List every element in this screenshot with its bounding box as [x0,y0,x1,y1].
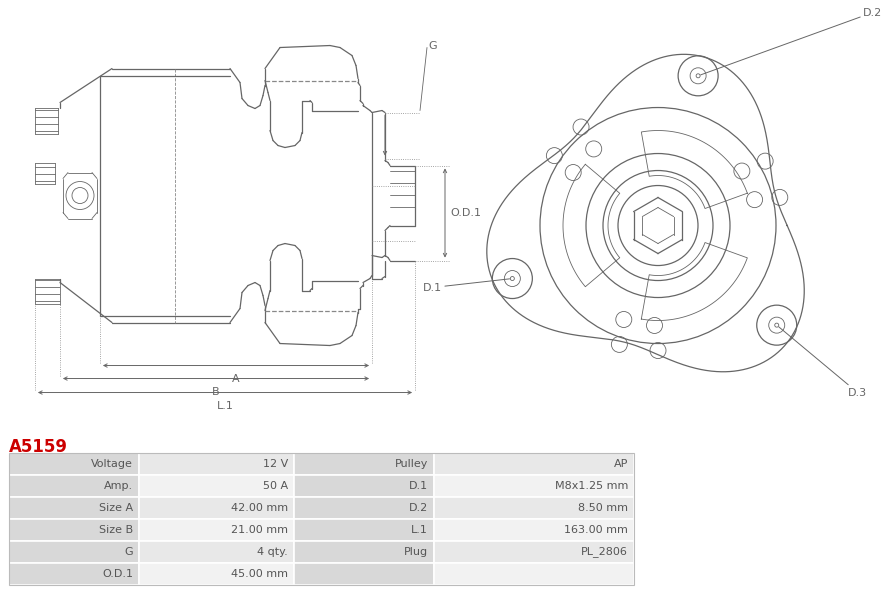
Bar [434,519,634,541]
Text: L.1: L.1 [217,401,234,411]
Bar [139,541,294,563]
Bar [139,563,294,585]
Text: 50 A: 50 A [263,481,288,491]
Text: Amp.: Amp. [104,481,133,491]
Bar [434,475,634,497]
Text: G: G [428,41,436,51]
Bar [9,497,139,519]
Bar [9,541,139,563]
Text: 21.00 mm: 21.00 mm [231,525,288,535]
Bar [434,497,634,519]
Bar [434,563,634,585]
Text: M8x1.25 mm: M8x1.25 mm [555,481,628,491]
Bar [9,519,139,541]
Bar [139,519,294,541]
Bar [434,453,634,475]
Text: 163.00 mm: 163.00 mm [565,525,628,535]
Bar [294,453,434,475]
Text: O.D.1: O.D.1 [450,207,481,218]
Bar [139,453,294,475]
Text: B: B [212,387,220,396]
Bar [294,563,434,585]
Text: Size A: Size A [99,503,133,513]
Bar [9,453,139,475]
Text: A: A [232,374,240,383]
Text: L.1: L.1 [411,525,428,535]
Text: Voltage: Voltage [92,459,133,469]
Bar [9,563,139,585]
Bar [434,541,634,563]
Text: A5159: A5159 [9,438,68,456]
Text: 12 V: 12 V [263,459,288,469]
Bar [294,475,434,497]
Text: AP: AP [613,459,628,469]
Bar [139,497,294,519]
Text: D.1: D.1 [409,481,428,491]
Text: D.2: D.2 [701,8,882,75]
Text: 45.00 mm: 45.00 mm [231,569,288,579]
Text: O.D.1: O.D.1 [102,569,133,579]
Text: Plug: Plug [404,547,428,557]
Text: 4 qty.: 4 qty. [257,547,288,557]
Text: D.2: D.2 [409,503,428,513]
Text: 8.50 mm: 8.50 mm [578,503,628,513]
Text: D.1: D.1 [423,279,509,293]
Bar [294,541,434,563]
Text: G: G [124,547,133,557]
Bar [294,497,434,519]
Bar [9,475,139,497]
Text: D.3: D.3 [779,327,867,398]
Bar [9,453,634,585]
Bar [139,475,294,497]
Text: PL_2806: PL_2806 [581,547,628,557]
Text: 42.00 mm: 42.00 mm [231,503,288,513]
Bar [294,519,434,541]
Text: Size B: Size B [99,525,133,535]
Text: Pulley: Pulley [395,459,428,469]
